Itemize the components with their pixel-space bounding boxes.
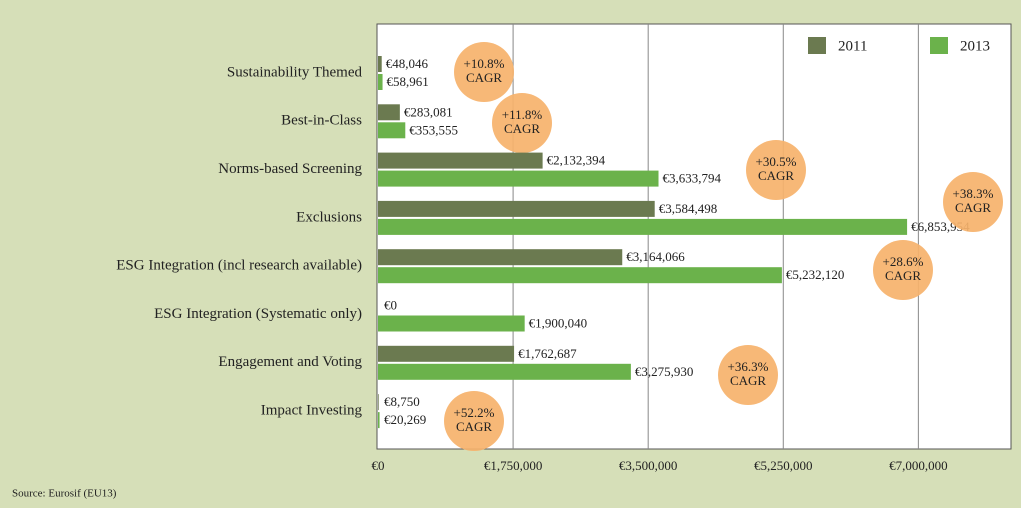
cagr-badge [444, 391, 504, 451]
value-label: €3,584,498 [659, 201, 718, 216]
cagr-text: +52.2% [454, 405, 495, 420]
cagr-badge [873, 240, 933, 300]
cagr-text: CAGR [504, 121, 540, 136]
category-label: Best-in-Class [281, 113, 362, 129]
category-label: ESG Integration (Systematic only) [154, 306, 362, 322]
cagr-badge [746, 140, 806, 200]
bar [378, 363, 631, 380]
value-label: €0 [384, 297, 397, 312]
x-tick-label: €1,750,000 [484, 458, 543, 473]
bar [378, 267, 782, 284]
cagr-text: +36.3% [728, 359, 769, 374]
cagr-text: CAGR [730, 373, 766, 388]
cagr-text: CAGR [456, 419, 492, 434]
cagr-text: CAGR [466, 70, 502, 85]
category-label: Sustainability Themed [227, 64, 363, 80]
category-label: Impact Investing [261, 403, 363, 419]
value-label: €3,633,794 [663, 171, 722, 186]
bar [378, 218, 908, 235]
cagr-text: +28.6% [883, 254, 924, 269]
bar [378, 152, 543, 169]
cagr-text: +38.3% [953, 186, 994, 201]
bar [378, 122, 406, 139]
value-label: €20,269 [384, 412, 426, 427]
cagr-badge [718, 345, 778, 405]
cagr-text: +11.8% [502, 107, 543, 122]
value-label: €3,164,066 [626, 249, 685, 264]
value-label: €1,762,687 [518, 346, 577, 361]
value-label: €48,046 [386, 56, 429, 71]
x-tick-label: €0 [372, 458, 385, 473]
value-label: €1,900,040 [529, 315, 588, 330]
cagr-badge [492, 93, 552, 153]
value-label: €5,232,120 [786, 267, 845, 282]
value-label: €58,961 [387, 74, 429, 89]
bar [378, 200, 655, 217]
category-label: Engagement and Voting [218, 354, 362, 370]
bar [378, 56, 382, 72]
category-label: Exclusions [296, 209, 362, 225]
bar [378, 104, 400, 121]
category-label: Norms-based Screening [218, 161, 362, 177]
bar [378, 412, 380, 429]
value-label: €3,275,930 [635, 364, 694, 379]
x-tick-label: €7,000,000 [889, 458, 948, 473]
bar [378, 394, 379, 411]
bar [378, 170, 659, 187]
source: Source: Eurosif (EU13) [12, 488, 117, 500]
cagr-text: CAGR [885, 268, 921, 283]
x-tick-label: €5,250,000 [754, 458, 813, 473]
cagr-text: +30.5% [756, 154, 797, 169]
value-label: €353,555 [409, 122, 458, 137]
x-tick-label: €3,500,000 [619, 458, 678, 473]
bar [378, 74, 383, 90]
legend-swatch [808, 37, 826, 54]
cagr-badge [943, 172, 1003, 232]
bar [378, 345, 515, 362]
value-label: €8,750 [384, 394, 420, 409]
category-label: ESG Integration (incl research available… [116, 258, 362, 274]
bar [378, 249, 623, 266]
cagr-text: +10.8% [464, 56, 505, 71]
cagr-text: CAGR [955, 200, 991, 215]
cagr-text: CAGR [758, 168, 794, 183]
cagr-badge [454, 42, 514, 102]
value-label: €2,132,394 [547, 153, 606, 168]
bar [378, 315, 525, 332]
legend-label: 2011 [838, 38, 867, 54]
value-label: €283,081 [404, 104, 453, 119]
legend-swatch [930, 37, 948, 54]
legend-label: 2013 [960, 38, 990, 54]
